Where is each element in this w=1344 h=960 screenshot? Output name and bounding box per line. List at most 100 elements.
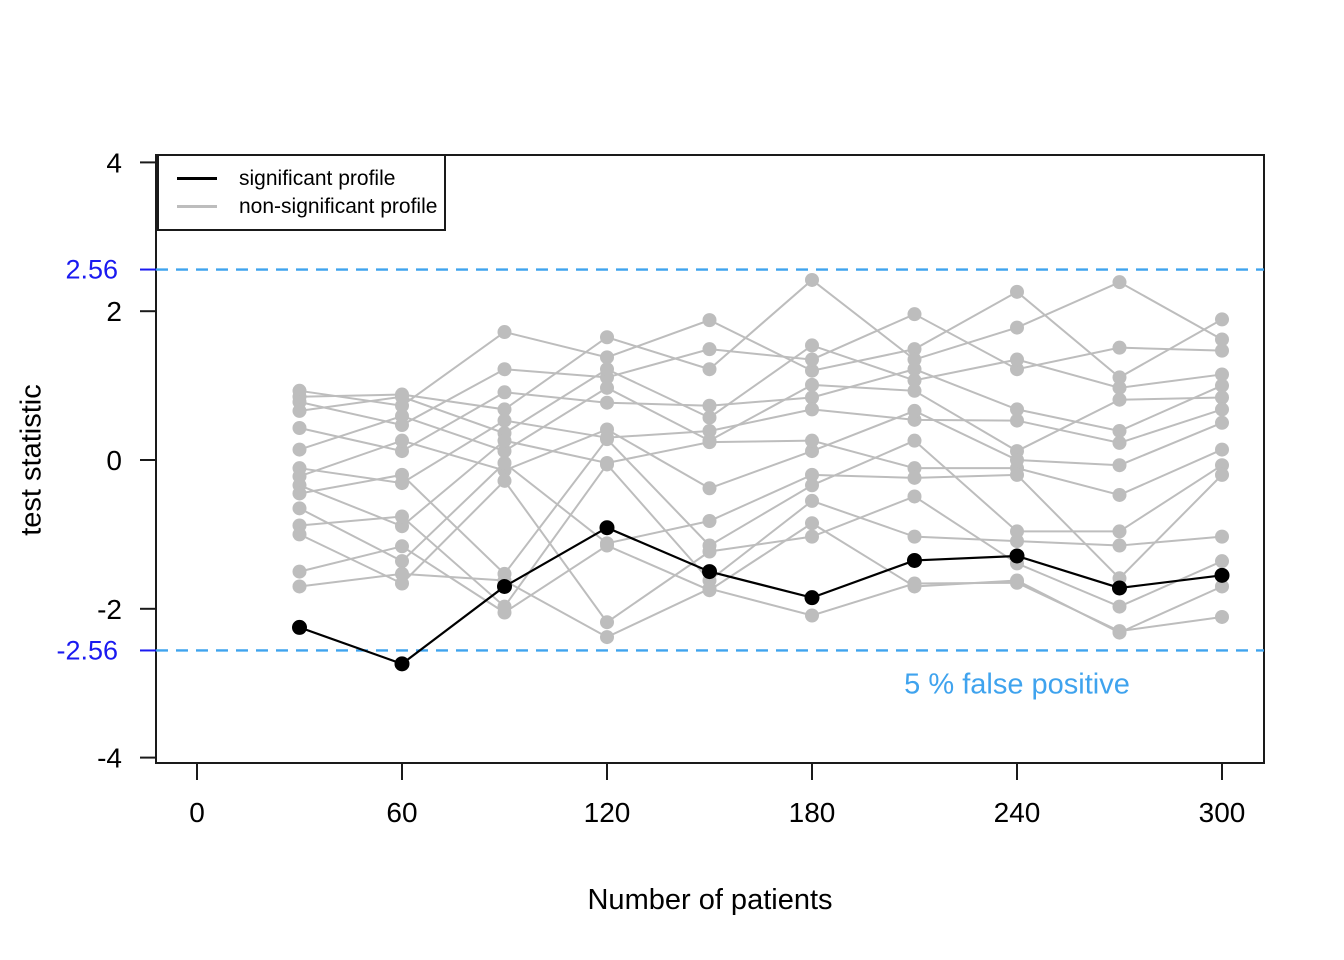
non-significant-profile-point — [1112, 624, 1127, 639]
non-significant-profile-point — [395, 444, 409, 459]
non-significant-profile-point — [702, 581, 717, 596]
non-significant-profile-point — [1112, 392, 1127, 407]
x-axis-title: Number of patients — [587, 884, 833, 916]
non-significant-profile-point — [1112, 458, 1127, 473]
non-significant-profile-point — [1215, 390, 1229, 405]
x-tick-label: 120 — [584, 797, 631, 828]
non-significant-profile-point — [1010, 524, 1024, 539]
non-significant-profile-line — [299, 313, 1223, 427]
non-significant-profile-point — [497, 605, 512, 620]
significant-profile-point — [394, 656, 410, 672]
non-significant-profile-point — [600, 362, 614, 377]
non-significant-profile-point — [600, 457, 614, 472]
non-significant-profile-point — [907, 489, 922, 504]
non-significant-profile-point — [1215, 554, 1229, 569]
non-significant-profile-point — [600, 615, 614, 630]
significant-profile-line — [299, 526, 1223, 666]
non-significant-profile-point — [702, 398, 717, 413]
non-significant-profile-point — [907, 529, 922, 544]
non-significant-profile-point — [600, 380, 614, 395]
non-significant-profile-point — [1215, 467, 1229, 482]
non-significant-profile-point — [1112, 435, 1127, 450]
non-significant-profile-point — [1010, 352, 1024, 367]
significant-profile-point — [702, 564, 717, 580]
non-significant-profile-point — [292, 486, 307, 501]
non-significant-profile-point — [907, 362, 922, 377]
non-significant-profile-point — [600, 538, 614, 553]
non-significant-profile-point — [1112, 538, 1127, 553]
y-tick-label: 0 — [106, 445, 122, 476]
non-significant-profile-point — [1010, 284, 1024, 299]
legend-entry-significant: significant profile — [177, 167, 444, 190]
non-significant-profile-point — [805, 444, 819, 459]
non-significant-profile-point — [907, 470, 922, 485]
threshold-label-lower: -2.56 — [56, 635, 118, 666]
non-significant-profile-point — [702, 313, 717, 328]
non-significant-profile-point — [600, 395, 614, 410]
non-significant-profile-point — [292, 527, 307, 542]
non-significant-profile-point — [395, 509, 409, 524]
non-significant-profile-point — [497, 444, 512, 459]
non-significant-profile-point — [805, 390, 819, 405]
non-significant-profile-point — [1215, 378, 1229, 393]
non-significant-profile-point — [1112, 524, 1127, 539]
non-significant-profile-point — [1010, 362, 1024, 377]
false-positive-annotation: 5 % false positive — [904, 668, 1130, 701]
non-significant-profile-point — [702, 342, 717, 357]
non-significant-profile-point — [1215, 529, 1229, 544]
non-significant-profile-point — [395, 539, 409, 554]
non-significant-profile-point — [907, 383, 922, 398]
non-significant-profile-point — [907, 373, 922, 388]
non-significant-profile-point — [702, 435, 717, 450]
significant-profile-point — [599, 520, 615, 536]
non-significant-profile-point — [702, 514, 717, 529]
non-significant-profile-point — [1010, 575, 1024, 590]
non-significant-profile-point — [907, 433, 922, 448]
legend-swatch-significant-line — [177, 176, 217, 180]
non-significant-profile-line — [299, 278, 1223, 411]
non-significant-profile-point — [1112, 423, 1127, 438]
significant-profile-point — [907, 552, 922, 568]
non-significant-profile-point — [497, 362, 512, 377]
non-significant-profile-point — [805, 467, 819, 482]
non-significant-profile-point — [497, 433, 512, 448]
non-significant-profile-point — [600, 432, 614, 447]
non-significant-profile-point — [1112, 275, 1127, 290]
y-tick-label: 2 — [106, 296, 122, 327]
x-tick-label: 240 — [994, 797, 1041, 828]
non-significant-profile-point — [1215, 609, 1229, 624]
non-significant-profile-point — [395, 409, 409, 424]
non-significant-profile-point — [1112, 599, 1127, 614]
non-significant-profile-point — [805, 478, 819, 493]
non-significant-profile-point — [805, 402, 819, 417]
non-significant-profile-point — [1215, 402, 1229, 417]
non-significant-profile-point — [702, 544, 717, 559]
non-significant-profile-point — [497, 325, 512, 340]
non-significant-profile-line — [299, 439, 1223, 528]
non-significant-profile-point — [907, 576, 922, 591]
non-significant-profile-point — [600, 422, 614, 437]
non-significant-profile-point — [702, 423, 717, 438]
non-significant-profile-line — [299, 344, 1223, 435]
non-significant-profile-point — [702, 362, 717, 377]
non-significant-profile-point — [805, 338, 819, 353]
non-significant-profile-point — [1010, 402, 1024, 417]
threshold-label-upper: 2.56 — [65, 254, 118, 285]
non-significant-profile-point — [805, 493, 819, 508]
non-significant-profile-point — [1112, 340, 1127, 355]
non-significant-profile-point — [1215, 343, 1229, 358]
legend-swatch-non-significant-line — [177, 205, 217, 209]
x-tick-label: 60 — [386, 797, 417, 828]
non-significant-profile-point — [907, 352, 922, 367]
non-significant-profile-line — [299, 437, 1223, 576]
significant-profile-point — [1112, 580, 1127, 596]
non-significant-profile-point — [805, 363, 819, 378]
non-significant-profile-point — [395, 433, 409, 448]
x-tick-label: 0 — [189, 797, 205, 828]
y-axis-title: test statistic — [15, 384, 48, 536]
non-significant-profile-point — [805, 529, 819, 544]
legend: significant profile non-significant prof… — [157, 154, 446, 231]
non-significant-profile-line — [299, 461, 1223, 580]
significant-profile-point — [804, 590, 820, 606]
